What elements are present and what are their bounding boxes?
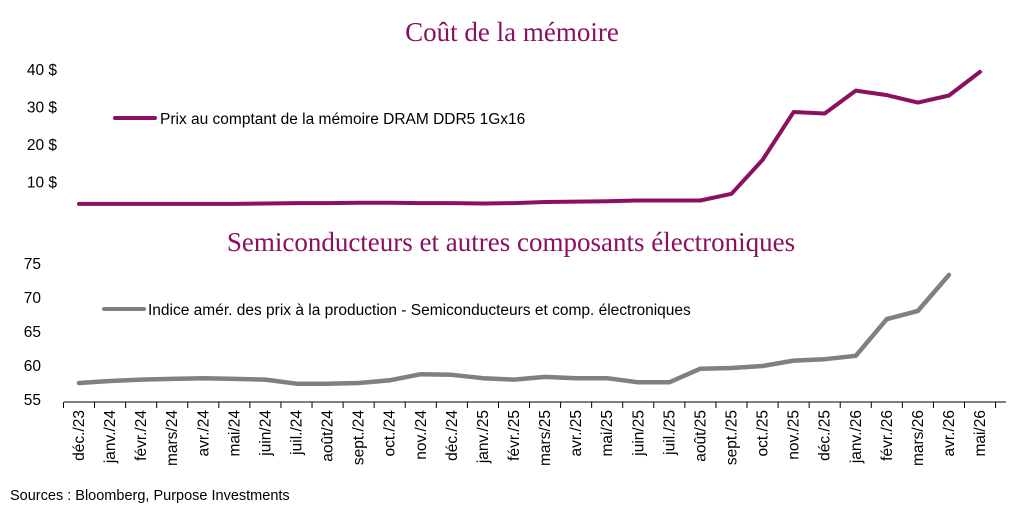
- x-tick-label: oct./25: [755, 410, 772, 457]
- legend-label: Prix au comptant de la mémoire DRAM DDR5…: [160, 111, 525, 128]
- x-tick-label: juil./25: [661, 410, 678, 456]
- series-lines: [76, 272, 952, 386]
- y-tick-label: 40 $: [27, 62, 58, 79]
- x-tick-label: août/24: [320, 410, 337, 462]
- x-tick-label: oct./24: [382, 410, 399, 457]
- chart-title: Semiconducteurs et autres composants éle…: [227, 227, 795, 257]
- x-tick-label: nov./24: [413, 410, 430, 460]
- legend-label: Indice amér. des prix à la production - …: [148, 302, 691, 319]
- memory-cost-chart: Coût de la mémoire 10 $ 20 $ 30 $ 40 $ Prix…: [27, 17, 982, 206]
- x-tick-label: juin/24: [257, 410, 274, 457]
- chart-title: Coût de la mémoire: [405, 17, 619, 47]
- x-tick-label: mai/25: [599, 410, 616, 457]
- x-tick-label: juil./24: [288, 410, 305, 456]
- x-tick-label: mars/26: [910, 410, 927, 466]
- series-line: [76, 272, 952, 386]
- semiconductors-chart: Semiconducteurs et autres composants éle…: [24, 227, 1006, 466]
- y-tick-label: 30 $: [27, 100, 58, 117]
- x-tick-label: déc./23: [71, 410, 88, 461]
- x-tick-label: févr./24: [133, 410, 150, 461]
- x-tick-label: mars/24: [164, 410, 181, 466]
- x-tick-label: avr./26: [941, 410, 958, 457]
- y-tick-label: 70: [24, 290, 42, 307]
- y-tick-label: 65: [24, 324, 41, 341]
- x-tick-label: mars/25: [537, 410, 554, 466]
- x-tick-label: sept./24: [351, 410, 368, 466]
- x-tick-label: juin/25: [630, 410, 647, 457]
- x-tick-label: déc./25: [817, 410, 834, 461]
- x-tick-label: déc./24: [444, 410, 461, 461]
- x-tick-label: mai/24: [226, 410, 243, 457]
- x-tick-label: avr./25: [568, 410, 585, 457]
- y-axis-ticks: 55 60 65 70 75: [24, 256, 42, 409]
- y-tick-label: 10 $: [27, 175, 58, 192]
- x-axis-ticks: [62, 402, 997, 408]
- x-tick-label: janv./25: [475, 410, 492, 464]
- series-lines: [77, 69, 982, 206]
- x-axis-labels: déc./23 janv./24 févr./24 mars/24 avr./24 mai…: [71, 410, 989, 466]
- series-line: [77, 69, 982, 206]
- x-tick-label: avr./24: [195, 410, 212, 457]
- x-tick-label: janv./26: [848, 410, 865, 464]
- x-tick-label: sept./25: [723, 410, 740, 465]
- y-tick-label: 60: [24, 358, 42, 375]
- y-tick-label: 55: [24, 392, 41, 409]
- x-tick-label: nov./25: [786, 410, 803, 460]
- legend: Indice amér. des prix à la production - …: [102, 302, 691, 319]
- source-note: Sources : Bloomberg, Purpose Investments: [10, 488, 290, 504]
- y-axis-ticks: 10 $ 20 $ 30 $ 40 $: [27, 62, 58, 192]
- x-tick-label: févr./26: [879, 410, 896, 461]
- x-tick-label: août/25: [692, 410, 709, 462]
- y-tick-label: 75: [24, 256, 41, 273]
- y-tick-label: 20 $: [27, 137, 58, 154]
- legend: Prix au comptant de la mémoire DRAM DDR5…: [113, 111, 525, 128]
- x-tick-label: janv./24: [102, 410, 119, 465]
- x-tick-label: mai/26: [972, 410, 989, 457]
- x-tick-label: févr./25: [506, 410, 523, 461]
